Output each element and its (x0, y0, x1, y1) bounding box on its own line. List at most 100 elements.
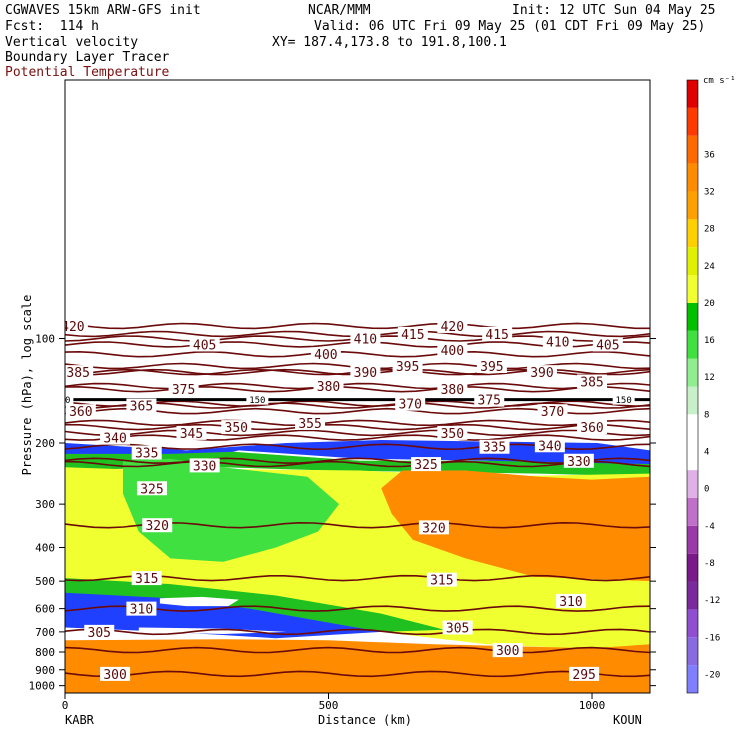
right-endpoint-label: KOUN (613, 713, 642, 727)
y-tick-label: 400 (35, 542, 55, 555)
theta-line-370 (65, 400, 650, 407)
colorbar-tick-label: 28 (704, 225, 715, 235)
theta-line-380 (65, 382, 650, 390)
theta-label-bg (100, 666, 131, 681)
theta-label: 350 (225, 421, 248, 436)
tracer-shading (65, 440, 650, 693)
theta-label: 420 (441, 320, 464, 335)
header-center: NCAR/MMM (308, 3, 371, 18)
colorbar-swatch (687, 107, 698, 136)
theta-label: 315 (135, 572, 158, 587)
theta-label-bg (418, 520, 449, 535)
colorbar-unit: cm s⁻¹ (703, 76, 736, 86)
colorbar-swatch (687, 414, 698, 443)
theta-label: 415 (401, 328, 424, 343)
theta-label: 380 (317, 380, 340, 395)
y-tick-label: 500 (35, 575, 55, 588)
theta-label-bg (526, 365, 557, 380)
theta-label-bg (189, 337, 220, 352)
theta-label-bg (350, 331, 381, 346)
colorbar-tick-label: 36 (704, 150, 715, 160)
header-model: CGWAVES 15km ARW-GFS init (5, 3, 201, 18)
theta-label: 390 (354, 366, 377, 381)
theta-label-bg (411, 457, 442, 472)
theta-label: 305 (446, 622, 469, 637)
colorbar-tick-label: 8 (704, 410, 709, 420)
theta-label-bg (542, 334, 573, 349)
theta-label: 405 (596, 338, 619, 353)
theta-label: 325 (140, 482, 163, 497)
theta-label-bg (577, 420, 608, 435)
theta-label-bg (437, 318, 468, 333)
theta-label: 360 (69, 405, 92, 420)
theta-label: 385 (580, 376, 603, 391)
theta-line-365 (65, 402, 650, 409)
theta-line-305 (65, 628, 650, 636)
y-tick-label: 800 (35, 646, 55, 659)
header-fcst: Fcst: 114 h (5, 19, 99, 34)
theta-label: 150 (616, 396, 632, 406)
theta-label: 410 (354, 333, 377, 348)
theta-label: 300 (496, 644, 519, 659)
colorbar-swatch (687, 330, 698, 359)
theta-label-bg (295, 415, 326, 430)
theta-label-bg (437, 343, 468, 358)
theta-label-bg (126, 601, 157, 616)
colorbar-swatch (687, 386, 698, 415)
theta-label-bg (65, 365, 94, 380)
header-field-vertical-velocity: Vertical velocity (5, 35, 139, 50)
header-valid: Valid: 06 UTC Fri 09 May 25 (01 CDT Fri … (314, 19, 706, 34)
colorbar-tick-label: -16 (704, 633, 720, 643)
colorbar-tick-label: 24 (704, 262, 715, 272)
theta-label: 375 (478, 394, 501, 409)
theta-label: 320 (422, 521, 445, 536)
theta-label: 360 (580, 421, 603, 436)
y-tick-label: 1000 (29, 680, 56, 693)
theta-label: 355 (298, 417, 321, 432)
theta-label-bg (126, 398, 157, 413)
y-axis: 100 200 300 400 500 600 700 800 900 1000 (29, 333, 656, 693)
x-tick-label: 1000 (579, 699, 606, 712)
colorbar-swatch (687, 219, 698, 248)
theta-label: 380 (441, 383, 464, 398)
theta-label-bg (437, 425, 468, 440)
theta-label-bg (136, 481, 167, 496)
theta-label: 335 (483, 441, 506, 456)
theta-label-bg (131, 571, 162, 586)
theta-label-bg (555, 593, 586, 608)
colorbar-swatch (687, 470, 698, 498)
theta-label: 320 (145, 519, 168, 534)
colorbar-swatch (687, 358, 698, 387)
region-lower-white-lens (159, 596, 239, 607)
theta-line-375 (65, 385, 650, 393)
theta-label: 415 (485, 328, 508, 343)
theta-line-310 (65, 605, 650, 612)
header-field-potential-temperature: Potential Temperature (5, 65, 170, 80)
theta-line-355 (65, 419, 650, 427)
y-axis-label: Pressure (hPa), log scale (20, 295, 34, 476)
theta-label-bg (437, 382, 468, 397)
theta-label-bg (168, 382, 199, 397)
colorbar-swatch (687, 191, 698, 220)
theta-label-bg (397, 326, 428, 341)
theta-label-bg (563, 453, 594, 468)
theta-label-bg (612, 394, 635, 405)
region-lower-white-strip (138, 627, 287, 634)
theta-label-bg (142, 518, 173, 533)
theta-label: 405 (193, 338, 216, 353)
theta-label: 295 (572, 668, 595, 683)
colorbar-swatch (687, 581, 698, 610)
x-tick-label: 500 (319, 699, 339, 712)
colorbar-frame (686, 79, 699, 694)
colorbar-swatch (687, 302, 698, 331)
theta-label-bg (442, 620, 473, 635)
header-field-bl-tracer: Boundary Layer Tracer (5, 50, 170, 65)
theta-label: 410 (546, 336, 569, 351)
colorbar-tick-label: -8 (704, 559, 715, 569)
theta-line-330 (65, 457, 650, 464)
theta-label: 150 (54, 396, 70, 406)
theta-label: 370 (541, 405, 564, 420)
theta-label: 330 (567, 455, 590, 470)
colorbar-swatch (687, 609, 698, 638)
